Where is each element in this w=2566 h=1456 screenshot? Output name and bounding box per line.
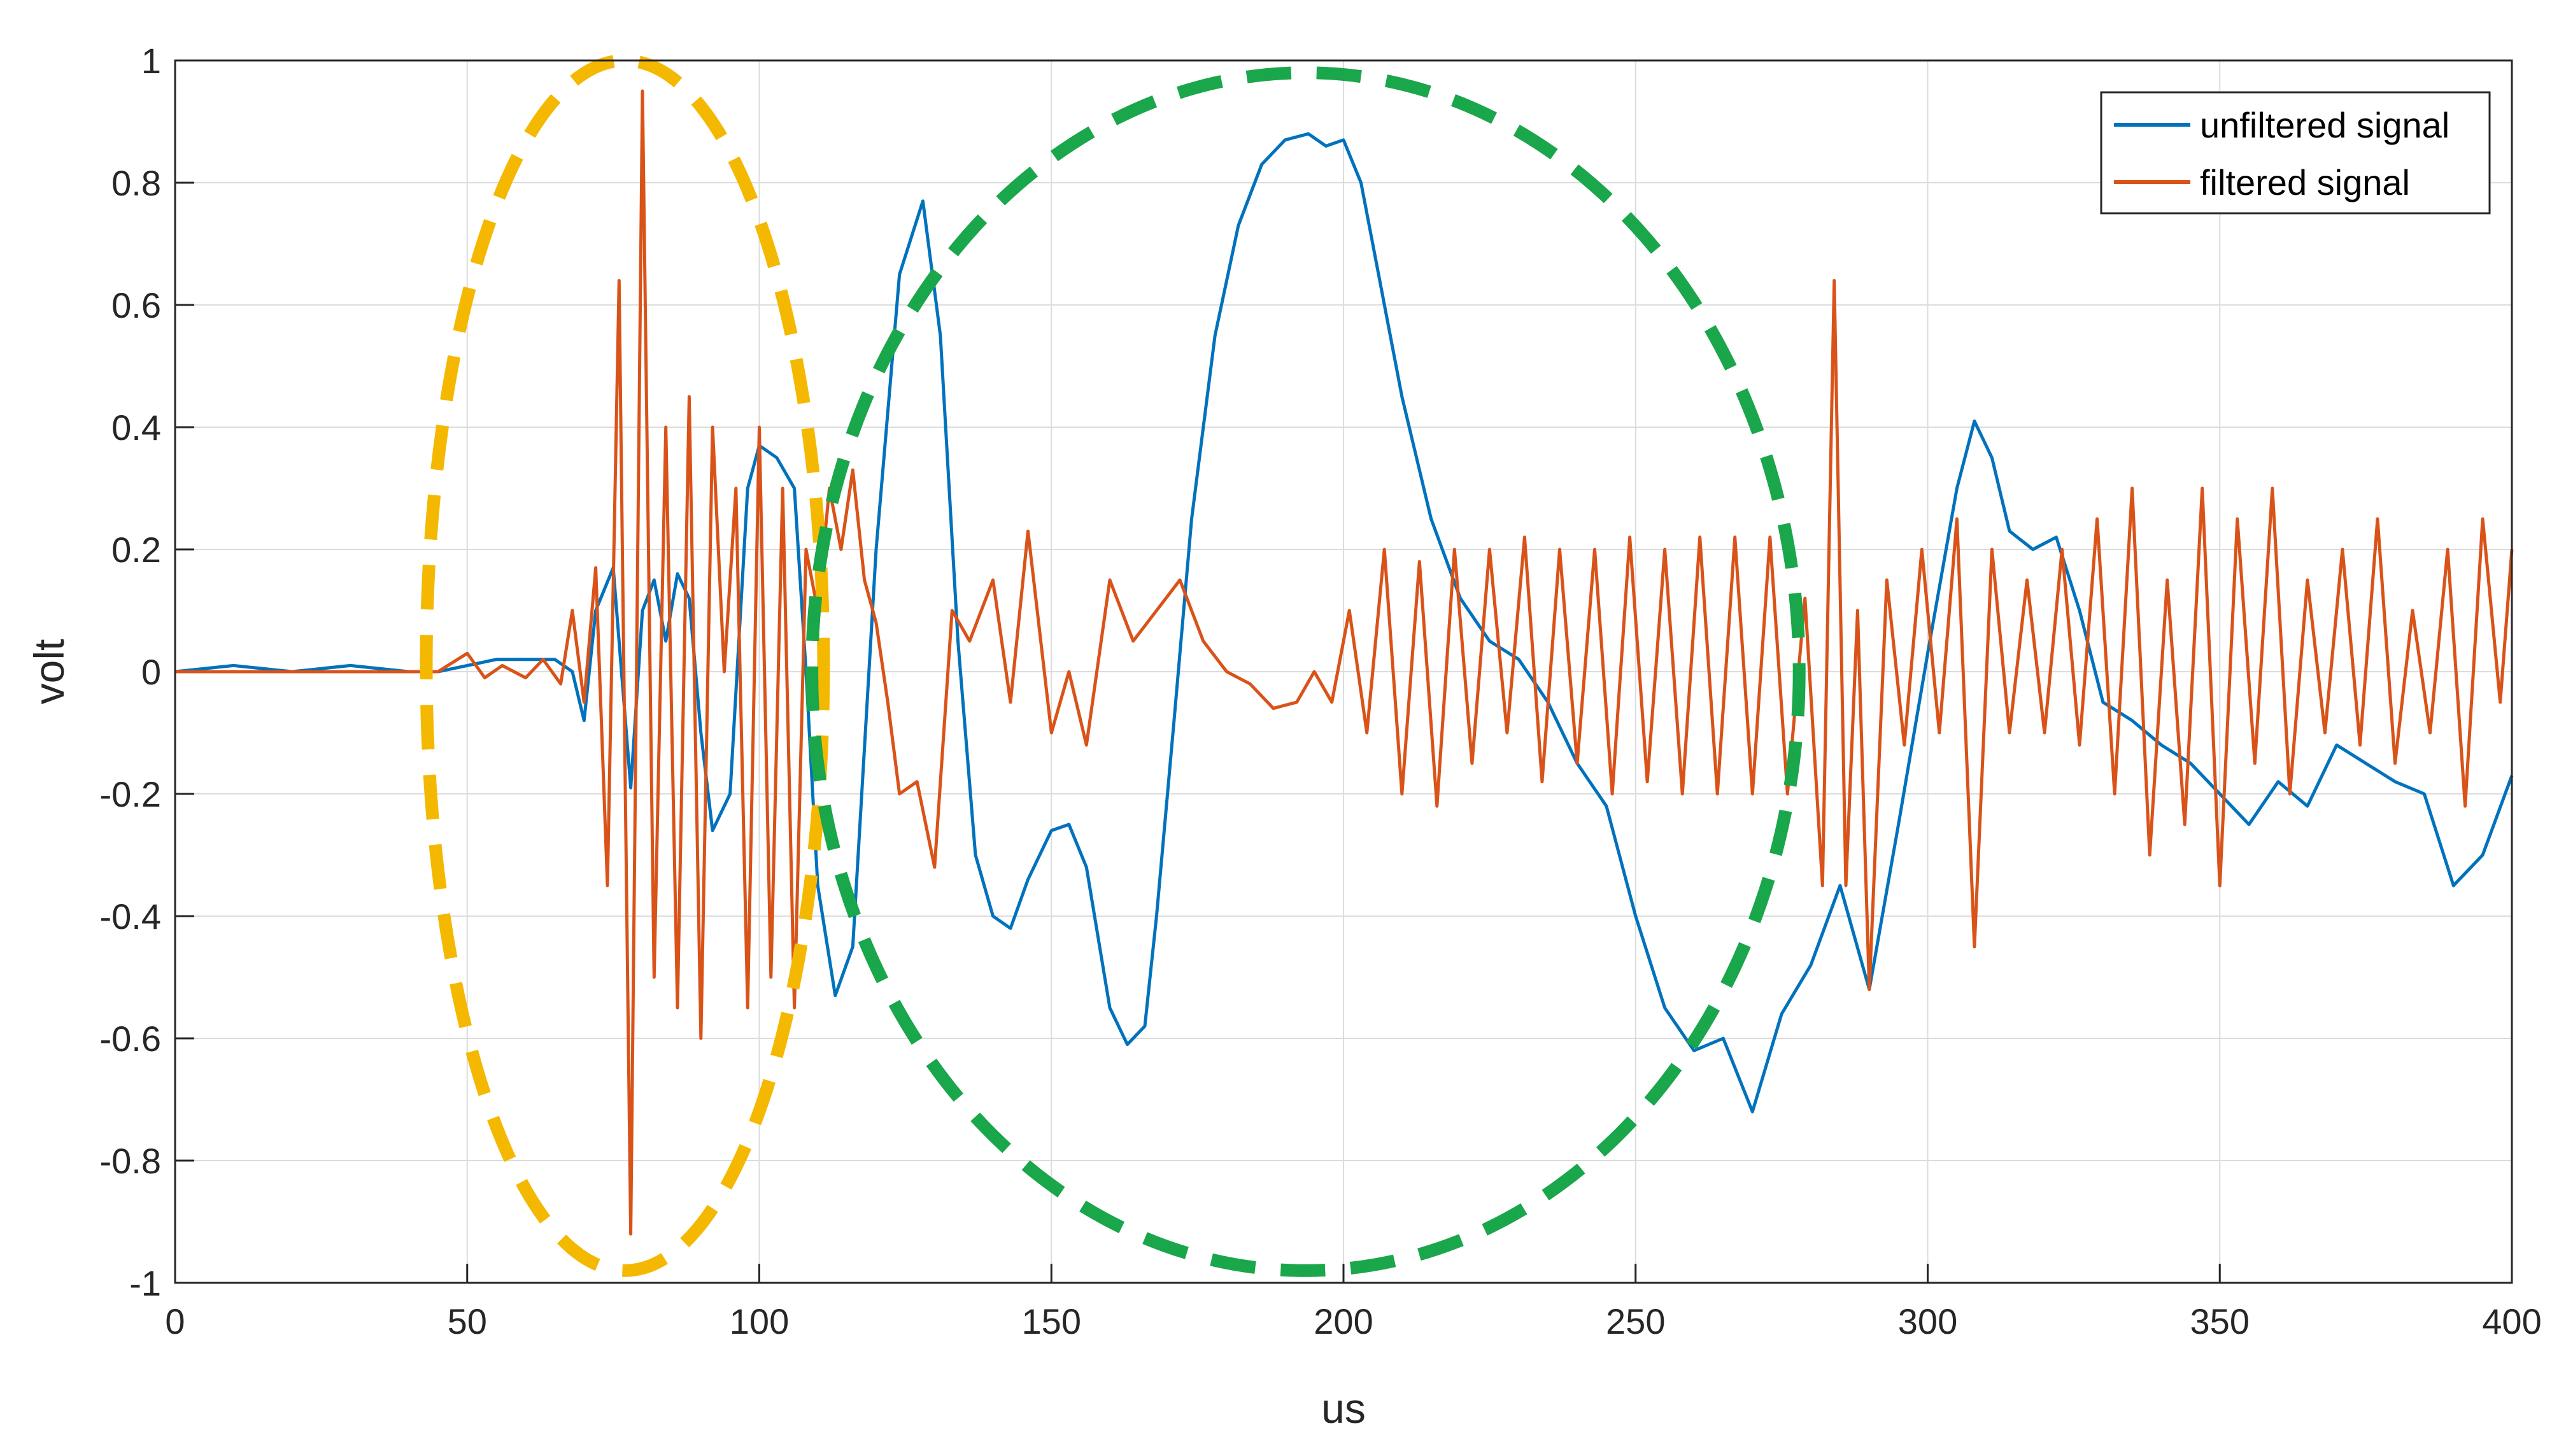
y-tick-label: 0 <box>141 652 161 692</box>
x-tick-label: 50 <box>448 1301 487 1341</box>
y-tick-label: 0.4 <box>111 407 161 448</box>
y-tick-label: 0.2 <box>111 530 161 570</box>
x-tick-label: 350 <box>2190 1301 2250 1341</box>
y-tick-label: -0.6 <box>100 1019 162 1059</box>
legend-box <box>2100 91 2491 215</box>
highlight-ellipse-early <box>420 54 830 1277</box>
x-tick-label: 300 <box>1898 1301 1957 1341</box>
legend-label-filtered: filtered signal <box>2200 162 2410 202</box>
annotation-layer <box>420 54 1806 1277</box>
y-tick-label: 0.8 <box>111 163 161 203</box>
y-axis-label: volt <box>25 639 73 705</box>
series-line-filtered <box>175 89 2514 1236</box>
y-tick-label: -0.2 <box>100 774 162 814</box>
y-tick-label: 1 <box>141 41 161 81</box>
x-tick-label: 100 <box>730 1301 789 1341</box>
x-tick-label: 200 <box>1314 1301 1373 1341</box>
grid <box>174 60 2513 1283</box>
x-axis-label: us <box>1321 1385 1366 1432</box>
x-tick-label: 400 <box>2482 1301 2541 1341</box>
highlight-ellipse-late <box>805 66 1806 1277</box>
y-tick-label: -0.4 <box>100 896 162 937</box>
x-tick-label: 0 <box>165 1301 185 1341</box>
x-tick-label: 250 <box>1606 1301 1665 1341</box>
legend-label-unfiltered: unfiltered signal <box>2200 105 2449 145</box>
plot-frame <box>174 59 2513 1284</box>
series-layer <box>174 89 2514 1236</box>
x-tick-label: 150 <box>1022 1301 1081 1341</box>
y-tick-label: -0.8 <box>100 1141 162 1181</box>
y-tick-label: -1 <box>129 1263 161 1303</box>
y-tick-label: 0.6 <box>111 285 161 325</box>
legend: unfiltered signal filtered signal <box>2100 91 2491 215</box>
series-line-unfiltered <box>174 132 2514 1113</box>
tick-labels: 0 50 100 150 200 250 300 350 400 -1 -0.8 -0.6 -0.4 -0… <box>100 41 2542 1341</box>
